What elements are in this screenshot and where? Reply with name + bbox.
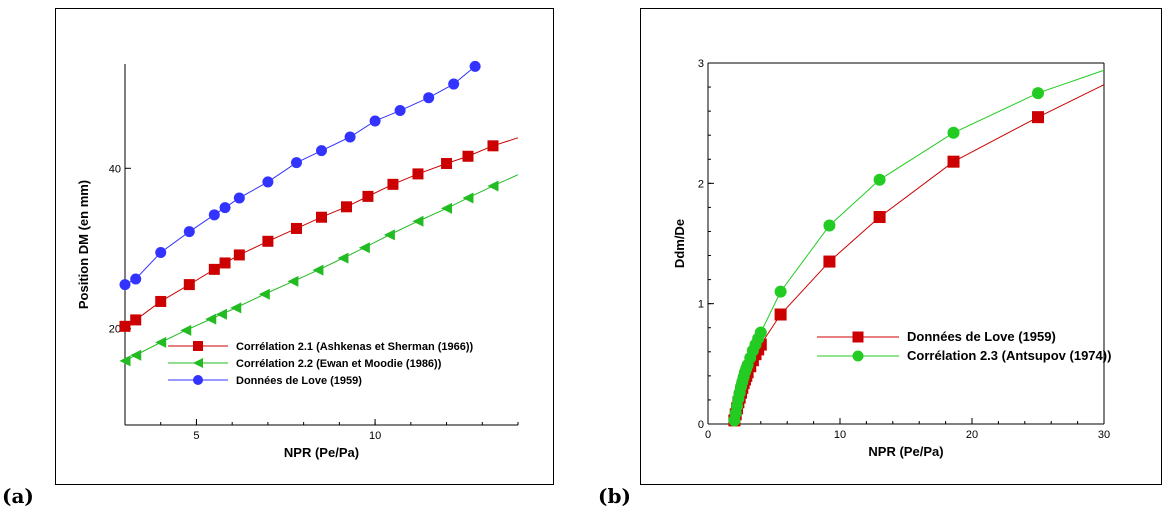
- a-series-1-point: [258, 288, 270, 300]
- a-series-0-point: [262, 235, 274, 247]
- a-legend-label-1: Corrélation 2.2 (Ewan et Moodie (1986)): [236, 358, 442, 370]
- b-y-tick-label: 3: [698, 58, 704, 70]
- panel-a-tag: (a): [2, 484, 34, 508]
- b-series-1-point: [873, 173, 886, 186]
- a-series-2-point: [233, 192, 245, 204]
- a-legend-marker-0: [193, 341, 203, 351]
- a-y-tick-label: 20: [109, 324, 121, 336]
- chart-a-legend: Corrélation 2.1 (Ashkenas et Sherman (19…: [168, 341, 474, 387]
- a-series-1-point: [230, 302, 242, 314]
- chart-b-y-label: Ddm/De: [672, 219, 687, 268]
- a-series-2-point: [155, 247, 167, 259]
- a-series-2-point: [448, 78, 460, 90]
- a-x-tick-label: 5: [193, 430, 199, 442]
- b-series-0-point: [873, 211, 886, 224]
- a-series-1-point: [383, 229, 395, 241]
- a-series-1-point: [287, 275, 299, 287]
- a-series-2-point: [316, 145, 327, 157]
- a-series-1-point: [119, 355, 131, 367]
- a-series-0-point: [208, 263, 220, 275]
- b-legend-marker-1: [852, 350, 864, 362]
- b-x-tick-label: 10: [834, 429, 846, 441]
- chart-a-x-label: NPR (Pe/Pa): [284, 445, 359, 460]
- a-series-1-point: [337, 252, 349, 264]
- a-legend-label-2: Données de Love (1959): [236, 375, 362, 387]
- a-x-tick-label: 10: [369, 430, 381, 442]
- b-series-0-point: [823, 255, 836, 268]
- b-series-1-point: [774, 285, 787, 298]
- a-y-tick-label: 40: [109, 163, 121, 175]
- panel-b-frame: [640, 8, 1162, 485]
- a-series-0-point: [155, 295, 167, 307]
- a-series-0-point: [183, 279, 195, 291]
- a-series-0-point: [316, 211, 327, 223]
- a-series-0-point: [130, 314, 142, 326]
- a-series-0-point: [119, 320, 131, 332]
- a-series-2-point: [469, 60, 481, 72]
- chart-b-legend: Données de Love (1959) Corrélation 2.3 (A…: [817, 329, 1111, 363]
- a-series-0-point: [341, 201, 353, 213]
- a-series-1-point: [180, 324, 192, 336]
- a-series-2-point: [183, 226, 195, 238]
- b-series-1-point: [823, 219, 836, 232]
- a-series-1-point: [358, 242, 370, 254]
- a-series-2-point: [219, 202, 231, 214]
- a-series-1-point: [130, 349, 142, 361]
- a-series-0-point: [233, 249, 245, 261]
- a-legend-marker-1: [193, 358, 203, 368]
- a-series-1-point: [155, 336, 167, 348]
- a-legend-label-0: Corrélation 2.1 (Ashkenas et Sherman (19…: [236, 341, 474, 353]
- a-series-0-point: [462, 150, 474, 162]
- a-series-1-point: [441, 202, 453, 214]
- a-series-0-point: [487, 140, 499, 152]
- b-series-0-point: [1032, 111, 1044, 124]
- a-series-2-point: [423, 92, 435, 104]
- a-series-1-point: [487, 180, 499, 192]
- a-series-2-point: [262, 176, 274, 188]
- a-legend-marker-2: [193, 375, 203, 385]
- a-series-1-point: [215, 308, 227, 320]
- a-series-0-point: [441, 157, 453, 169]
- a-series-0-point: [387, 178, 399, 190]
- b-series-0-point: [774, 308, 787, 321]
- a-series-1-point: [412, 215, 424, 227]
- a-series-2-point: [119, 279, 131, 291]
- b-series-1-point: [1032, 87, 1044, 100]
- panel-b-tag: (b): [598, 484, 631, 508]
- a-series-1-point: [462, 192, 474, 204]
- a-series-2-point: [394, 105, 406, 117]
- a-series-2-point: [130, 273, 142, 285]
- b-series-0-point: [947, 155, 960, 168]
- a-series-2-point: [208, 209, 220, 221]
- a-series-2-point: [369, 115, 381, 127]
- b-y-tick-label: 1: [698, 299, 704, 311]
- a-series-1-point: [205, 313, 217, 325]
- b-x-tick-label: 0: [705, 429, 711, 441]
- chart-b-x-label: NPR (Pe/Pa): [868, 444, 943, 459]
- b-series-1-point: [754, 326, 767, 339]
- a-series-0-point: [290, 222, 302, 234]
- b-x-tick-label: 30: [1098, 429, 1110, 441]
- a-series-0-point: [362, 190, 374, 202]
- a-series-0-point: [412, 168, 424, 180]
- b-x-tick-label: 20: [966, 429, 978, 441]
- a-series-2-point: [344, 131, 356, 143]
- b-legend-marker-0: [852, 331, 864, 343]
- panel-a-frame: [55, 8, 554, 485]
- a-series-0-point: [219, 257, 231, 269]
- b-y-tick-label: 0: [698, 419, 704, 431]
- b-legend-label-0: Données de Love (1959): [907, 329, 1056, 344]
- a-series-2-point: [290, 157, 302, 169]
- b-legend-label-1: Corrélation 2.3 (Antsupov (1974)): [907, 348, 1111, 363]
- a-series-1-point: [312, 264, 324, 276]
- b-series-1-point: [947, 126, 960, 139]
- chart-a-y-label: Position DM (en mm): [76, 180, 91, 309]
- b-y-tick-label: 2: [698, 178, 704, 190]
- chart-b: 0 10 20 30 0 1 2 3 NPR (Pe/Pa) Ddm/De Données d…: [672, 58, 1111, 459]
